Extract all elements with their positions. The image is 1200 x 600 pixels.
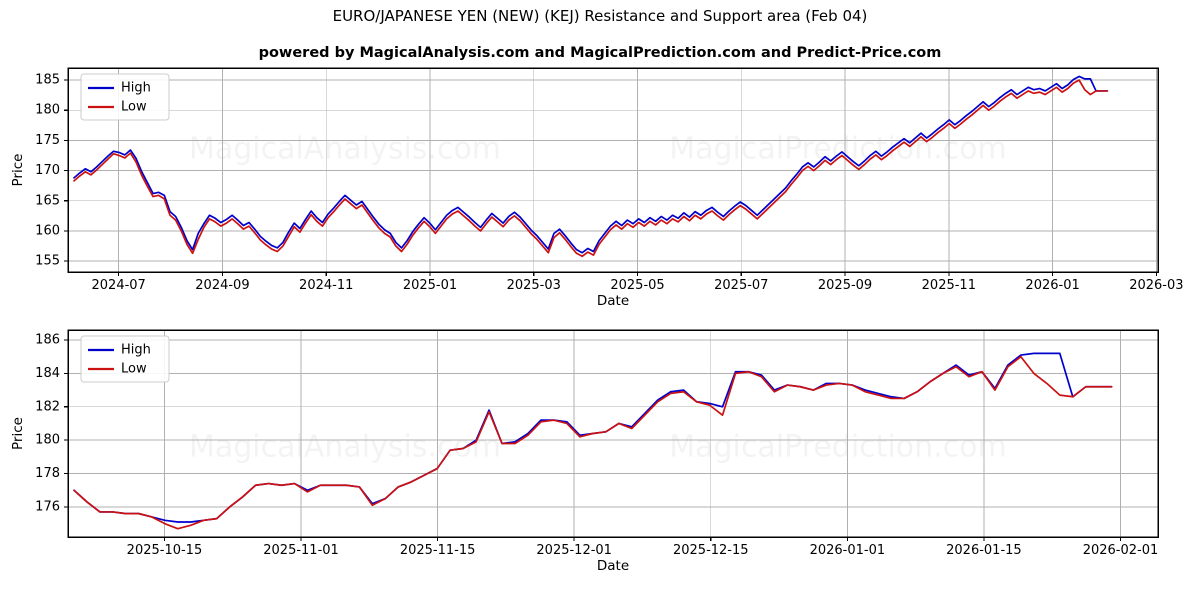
x-tick-label: 2026-03 [1129,278,1183,293]
chart-panel-overview: MagicalAnalysis.com MagicalPrediction.com… [10,67,1184,309]
series-line-low [73,79,1109,258]
y-tick-label: 155 [35,254,60,269]
y-axis-label: Price [10,417,26,450]
y-tick-label: 180 [35,433,60,448]
x-tick-label: 2026-01-01 [810,543,886,558]
watermark-analysis: MagicalAnalysis.com [189,132,501,167]
legend-box [80,73,170,121]
x-axis-label: Date [597,558,629,574]
x-tick-label: 2026-01 [1025,278,1079,293]
x-tick-label: 2025-11 [922,278,976,293]
x-tick-label: 2024-09 [195,278,249,293]
x-tick-label: 2025-12-01 [536,543,612,558]
y-tick-label: 182 [35,399,60,414]
y-axis-label: Price [10,154,26,187]
legend-label-low: Low [121,362,147,377]
y-tick-label: 184 [35,366,60,381]
x-tick-label: 2025-11-15 [400,543,476,558]
x-tick-label: 2025-12-15 [673,543,749,558]
y-tick-label: 170 [35,163,60,178]
series-line-high [73,75,1109,254]
y-tick-label: 175 [35,133,60,148]
y-tick-label: 178 [35,466,60,481]
legend-label-high: High [121,343,151,358]
x-tick-label: 2025-05 [610,278,664,293]
y-tick-label: 160 [35,223,60,238]
y-tick-label: 185 [35,73,60,88]
x-tick-label: 2025-11-01 [263,543,339,558]
y-tick-label: 176 [35,499,60,514]
watermark-analysis: MagicalAnalysis.com [189,430,501,465]
page-title: EURO/JAPANESE YEN (NEW) (KEJ) Resistance… [332,7,868,25]
legend-label-low: Low [121,100,147,115]
y-tick-label: 180 [35,103,60,118]
x-tick-label: 2025-07 [714,278,768,293]
chart-panel-detail: MagicalAnalysis.com MagicalPrediction.com… [10,329,1159,574]
x-tick-label: 2025-03 [507,278,561,293]
legend-overview: High Low [80,73,170,121]
legend-detail: High Low [80,335,170,383]
plot-border [67,329,1159,538]
legend-box [80,335,170,383]
x-tick-label: 2025-10-15 [127,543,203,558]
series-line-low [73,355,1113,530]
y-tick-label: 186 [35,333,60,348]
x-tick-label: 2026-01-15 [946,543,1022,558]
watermark-prediction: MagicalPrediction.com [669,132,1007,167]
x-tick-label: 2024-11 [299,278,353,293]
x-tick-label: 2026-02-01 [1083,543,1159,558]
y-tick-label: 165 [35,193,60,208]
watermark-prediction: MagicalPrediction.com [669,430,1007,465]
x-tick-label: 2025-09 [818,278,872,293]
x-axis-label: Date [597,293,629,309]
page-subtitle: powered by MagicalAnalysis.com and Magic… [258,45,942,61]
x-tick-label: 2024-07 [92,278,146,293]
legend-label-high: High [121,81,151,96]
x-tick-label: 2025-01 [403,278,457,293]
plot-border [67,67,1159,273]
